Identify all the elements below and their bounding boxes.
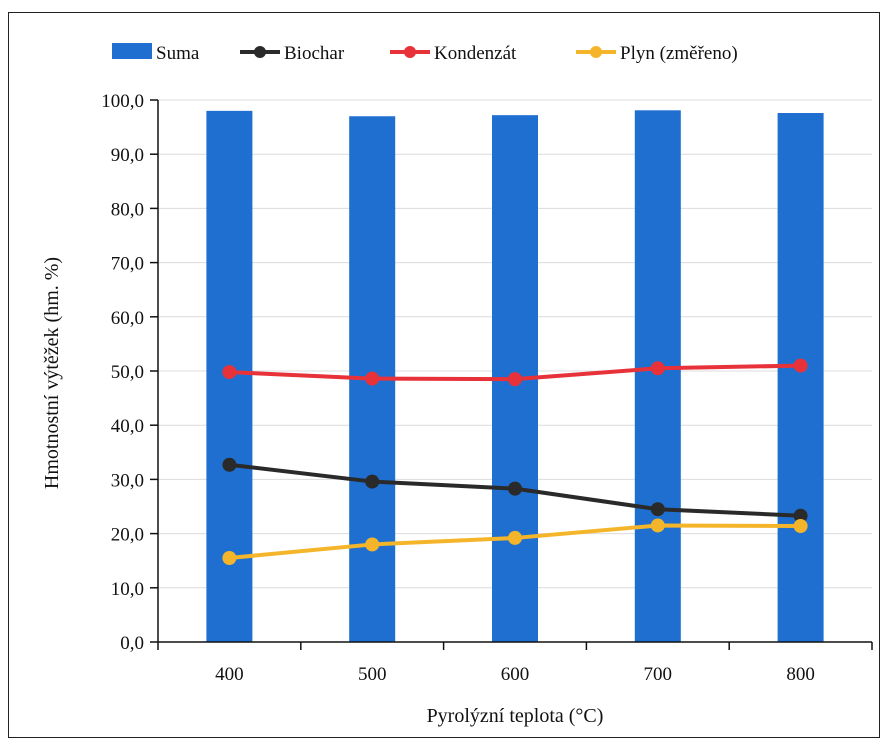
x-tick-label: 800 bbox=[786, 664, 815, 685]
y-tick-label: 20,0 bbox=[111, 525, 144, 546]
y-axis-title: Hmotnostní výtěžek (hm. %) bbox=[41, 257, 63, 489]
point-biochar bbox=[508, 481, 522, 496]
point-plyn-zm-eno bbox=[793, 519, 808, 534]
y-tick-label: 30,0 bbox=[111, 470, 144, 491]
y-tick-label: 40,0 bbox=[111, 416, 144, 437]
y-tick-label: 60,0 bbox=[111, 308, 144, 329]
x-tick-label: 600 bbox=[501, 664, 530, 685]
x-tick-label: 500 bbox=[358, 664, 387, 685]
bar-suma bbox=[634, 110, 681, 643]
y-tick-label: 0,0 bbox=[120, 633, 144, 654]
legend-label-suma: Suma bbox=[156, 43, 200, 64]
point-biochar bbox=[365, 474, 380, 489]
y-tick-label: 90,0 bbox=[111, 145, 144, 166]
x-axis-title: Pyrolýzní teplota (°C) bbox=[427, 705, 604, 727]
point-biochar bbox=[650, 502, 665, 517]
legend-marker-plyn-zm-eno bbox=[590, 46, 602, 58]
point-biochar bbox=[222, 457, 237, 472]
legend-label-kondenz-t: Kondenzát bbox=[434, 43, 517, 64]
legend-marker-biochar bbox=[254, 46, 266, 58]
legend-label-plyn-zm-eno: Plyn (změřeno) bbox=[620, 43, 738, 64]
legend: Suma Biochar Kondenzát Plyn (změřeno) bbox=[112, 43, 738, 64]
x-tick-labels: 400 500 600 700 800 bbox=[215, 664, 815, 685]
x-tick-label: 400 bbox=[215, 664, 244, 685]
legend-marker-kondenz-t bbox=[404, 46, 416, 58]
legend-swatch-suma bbox=[112, 43, 152, 59]
y-tick-label: 100,0 bbox=[101, 91, 144, 112]
chart-frame bbox=[8, 12, 880, 738]
line-series bbox=[222, 358, 808, 565]
y-tick-label: 50,0 bbox=[111, 362, 144, 383]
x-tick-label: 700 bbox=[644, 664, 673, 685]
point-kondenz-t bbox=[365, 371, 380, 386]
point-plyn-zm-eno bbox=[365, 537, 380, 552]
axes bbox=[150, 99, 873, 650]
point-kondenz-t bbox=[508, 372, 522, 387]
y-tick-labels: 0,0 10,0 20,0 30,0 40,0 50,0 60,0 70,0 80,0 90,0 1… bbox=[101, 91, 144, 654]
point-biochar bbox=[793, 508, 808, 523]
y-tick-label: 70,0 bbox=[111, 254, 144, 275]
legend-label-biochar: Biochar bbox=[284, 43, 345, 64]
y-tick-label: 80,0 bbox=[111, 199, 144, 220]
point-plyn-zm-eno bbox=[222, 550, 237, 565]
point-plyn-zm-eno bbox=[508, 530, 522, 545]
point-plyn-zm-eno bbox=[650, 518, 665, 533]
point-kondenz-t bbox=[650, 361, 665, 376]
y-tick-label: 10,0 bbox=[111, 579, 144, 600]
point-kondenz-t bbox=[222, 365, 237, 380]
point-kondenz-t bbox=[793, 358, 808, 373]
bar-suma bbox=[777, 113, 824, 643]
